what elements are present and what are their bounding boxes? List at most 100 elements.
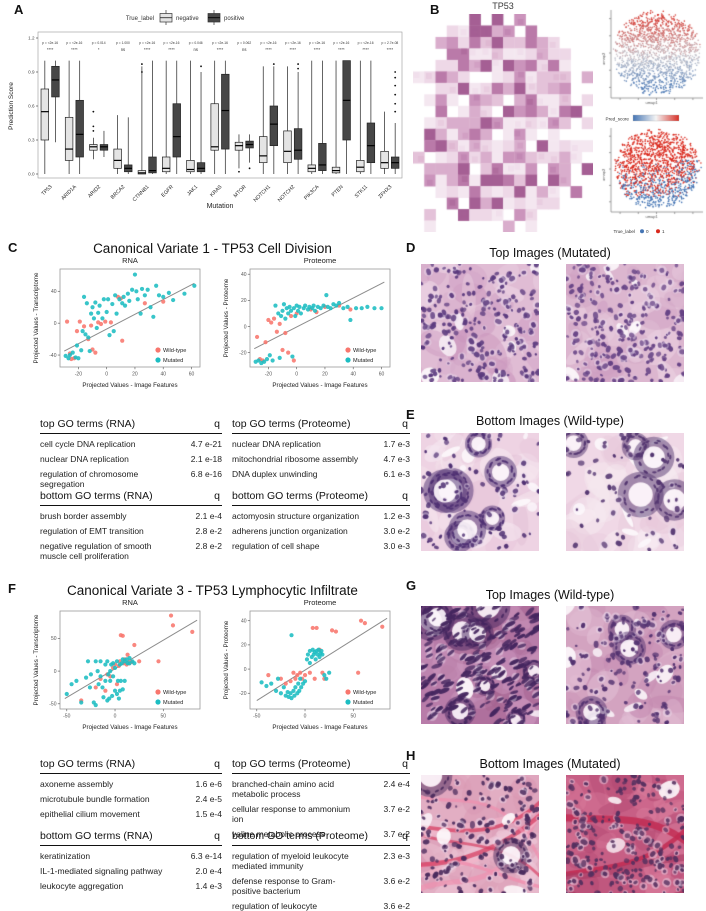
go-q-value: 3.0 e-2	[383, 526, 410, 537]
histology-tile-wildtype-1	[421, 433, 539, 551]
cv1-rna-scatter: RNA -20 0 20 40 60 -40 0 40 Wild-type Mutated Proje…	[33, 256, 201, 389]
svg-text:0: 0	[54, 321, 57, 327]
svg-text:40: 40	[350, 372, 356, 378]
svg-text:Projected Values - Image Featu: Projected Values - Image Features	[272, 382, 367, 389]
svg-text:Projected Values - Proteome: Projected Values - Proteome	[223, 620, 230, 699]
go-q-value: 2.3 e-3	[383, 851, 410, 861]
go-term: defense response to Gram-positive bacter…	[232, 876, 336, 897]
svg-text:20: 20	[322, 372, 328, 378]
panel-h-title: Bottom Images (Mutated)	[479, 757, 621, 771]
go-term-row: adherens junction organization 3.0 e-2	[232, 526, 410, 536]
go-term: epithelial cilium movement	[40, 809, 140, 820]
svg-text:40: 40	[51, 289, 57, 295]
svg-text:0: 0	[105, 372, 108, 378]
svg-text:50: 50	[161, 714, 167, 720]
panel-a-label: A	[14, 2, 24, 17]
svg-text:Projected Values - Proteome: Projected Values - Proteome	[223, 278, 230, 357]
svg-text:negative: negative	[176, 16, 199, 22]
svg-text:NOTCH1: NOTCH1	[253, 184, 272, 203]
svg-text:50: 50	[351, 714, 357, 720]
svg-text:Pred_score: Pred_score	[606, 117, 630, 122]
cv3-rna-scatter: RNA -50 0 50 -50 0 50 Wild-type Mutated Projected…	[33, 598, 201, 731]
histology-tile-wildtype-2	[566, 433, 684, 551]
panel-c-label: C	[8, 240, 18, 255]
go-term-row: keratinization 6.3 e-14	[40, 851, 222, 861]
svg-text:PIK3CA: PIK3CA	[303, 184, 321, 202]
go-table-title: top GO terms (RNA)	[40, 758, 136, 770]
histology-tile-mutated-1	[421, 264, 539, 382]
svg-text:-20: -20	[239, 350, 246, 356]
go-term-row: cell cycle DNA replication 4.7 e-21	[40, 439, 222, 449]
svg-text:****: ****	[338, 47, 345, 52]
svg-text:Projected Values - Transcripto: Projected Values - Transcriptome	[33, 614, 40, 706]
go-term: regulation of cell shape	[232, 541, 320, 552]
go-table-header: bottom GO terms (Proteome) q	[232, 490, 410, 506]
go-term: keratinization	[40, 851, 91, 861]
cv1-proteome-scatter: Proteome -20 0 20 40 60 -20 0 20 40 Wild-type Mutat…	[223, 256, 391, 389]
svg-text:p = <2e-16: p = <2e-16	[333, 41, 349, 45]
go-term: actomyosin structure organization	[232, 511, 360, 521]
go-q-value: 3.7 e-2	[383, 804, 410, 815]
go-q-value: 4.7 e-3	[383, 454, 410, 465]
panel-f-title: Canonical Variate 3 - TP53 Lymphocytic I…	[67, 583, 358, 598]
svg-text:50: 50	[51, 636, 57, 642]
svg-text:positive: positive	[224, 16, 245, 22]
go-q-column-header: q	[214, 758, 220, 770]
svg-text:0: 0	[295, 372, 298, 378]
svg-text:ARID1A: ARID1A	[60, 184, 78, 202]
svg-text:p = <2e-16: p = <2e-16	[66, 41, 82, 45]
go-term-row: microtubule bundle formation 2.4 e-5	[40, 794, 222, 804]
svg-text:-20: -20	[75, 372, 82, 378]
go-q-value: 3.0 e-3	[383, 541, 410, 552]
svg-text:EGFR: EGFR	[160, 184, 175, 199]
panel-e-label: E	[406, 407, 415, 422]
svg-text:p = <2e-16: p = <2e-16	[163, 41, 179, 45]
go-term-row: epithelial cilium movement 1.5 e-4	[40, 809, 222, 819]
svg-text:p = 0.014: p = 0.014	[92, 41, 106, 45]
go-term: nuclear DNA replication	[40, 454, 129, 465]
svg-text:****: ****	[168, 47, 175, 52]
svg-text:Mutation: Mutation	[207, 203, 234, 210]
svg-text:Mutated: Mutated	[353, 700, 373, 706]
svg-text:p = 1.000: p = 1.000	[116, 41, 130, 45]
go-term: regulation of EMT transition	[40, 526, 144, 537]
svg-text:20: 20	[241, 643, 247, 649]
panel-c-title: Canonical Variate 1 - TP53 Cell Division	[93, 241, 332, 256]
go-table-c-bottom-proteome: bottom GO terms (Proteome) q actomyosin st…	[232, 490, 410, 551]
svg-text:Proteome: Proteome	[304, 598, 337, 607]
svg-text:1: 1	[662, 229, 665, 234]
svg-text:Projected Values - Image Featu: Projected Values - Image Features	[272, 724, 367, 731]
go-table-title: bottom GO terms (Proteome)	[232, 830, 368, 842]
svg-text:MTOR: MTOR	[233, 184, 248, 199]
go-term-row: IL-1-mediated signaling pathway 2.0 e-4	[40, 866, 222, 876]
svg-text:p = <2e-16: p = <2e-16	[42, 41, 58, 45]
svg-text:JAK1: JAK1	[186, 184, 199, 197]
svg-text:****: ****	[144, 47, 151, 52]
histology-tile-bottom-mutated-1	[421, 775, 539, 893]
go-q-value: 1.6 e-6	[195, 779, 222, 789]
go-q-value: 6.1 e-3	[383, 469, 410, 480]
go-table-header: top GO terms (RNA) q	[40, 418, 222, 434]
histology-tile-bottom-mutated-2	[566, 775, 684, 893]
go-q-value: 2.4 e-4	[383, 779, 410, 789]
svg-text:p = <2e-16: p = <2e-16	[212, 41, 228, 45]
svg-text:-20: -20	[239, 691, 246, 697]
go-q-value: 6.3 e-14	[190, 851, 222, 861]
go-table-header: bottom GO terms (Proteome) q	[232, 830, 410, 846]
svg-text:p = 2.7e-08: p = 2.7e-08	[381, 41, 398, 45]
svg-text:0: 0	[54, 669, 57, 675]
go-q-value: 1.4 e-3	[195, 881, 222, 892]
svg-text:20: 20	[132, 372, 138, 378]
go-term: negative regulation of smooth muscle cel…	[40, 541, 152, 562]
go-q-value: 1.7 e-3	[383, 439, 410, 449]
svg-text:-20: -20	[265, 372, 272, 378]
go-term: cell cycle DNA replication	[40, 439, 136, 449]
svg-text:****: ****	[265, 47, 272, 52]
svg-text:Mutated: Mutated	[353, 358, 373, 364]
svg-text:Prediction Score: Prediction Score	[8, 82, 15, 130]
svg-text:*: *	[98, 47, 100, 52]
svg-text:0.6: 0.6	[28, 104, 35, 109]
go-term: valine metabolic process	[232, 829, 326, 840]
svg-text:****: ****	[47, 47, 54, 52]
